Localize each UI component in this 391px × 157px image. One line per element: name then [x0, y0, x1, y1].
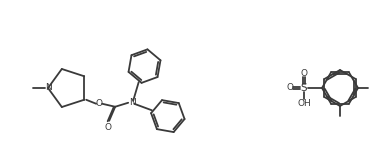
Text: N: N [129, 98, 136, 107]
Text: OH: OH [297, 98, 311, 108]
Text: O: O [287, 84, 294, 92]
Text: O: O [96, 99, 103, 108]
Text: O: O [301, 70, 307, 78]
Text: S: S [301, 83, 307, 93]
Text: O: O [105, 123, 112, 132]
Text: N: N [45, 84, 51, 92]
